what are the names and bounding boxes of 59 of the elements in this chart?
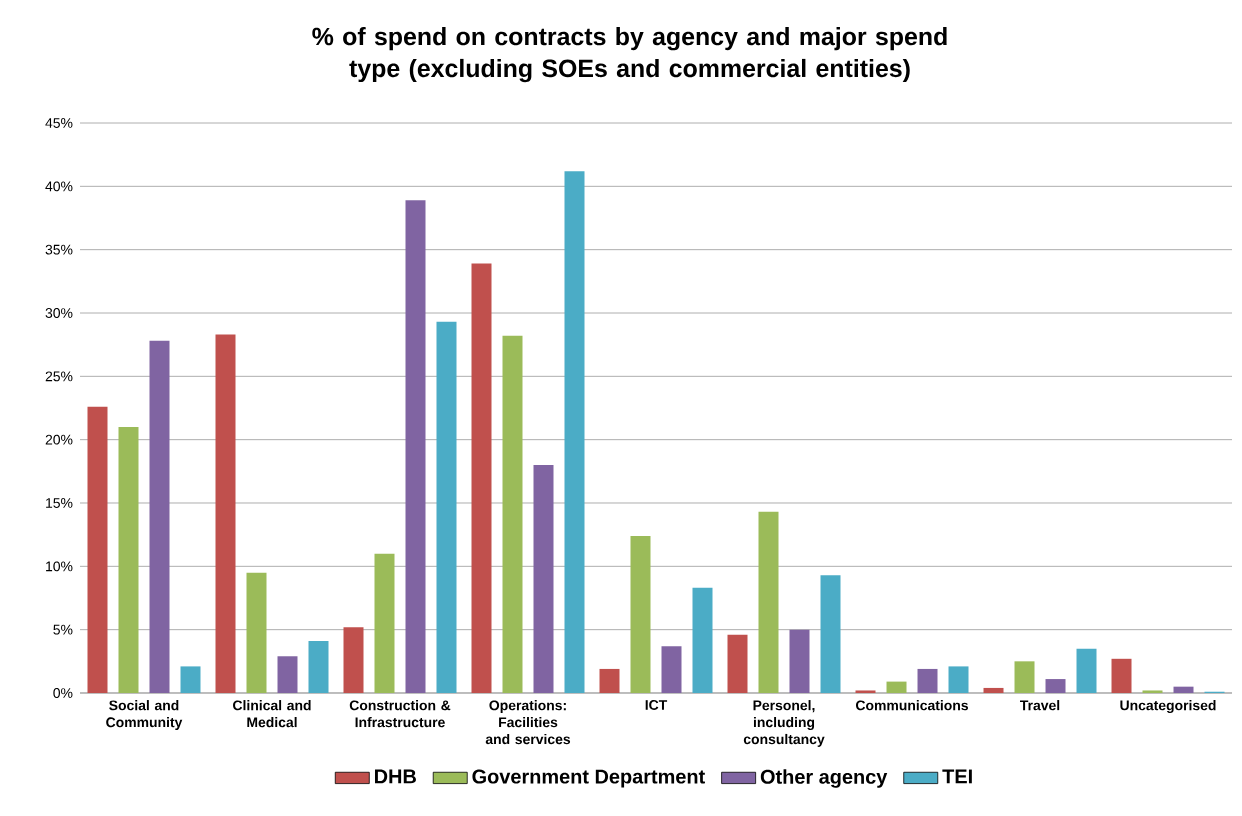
y-tick-label: 45% [45,118,73,128]
bar [886,681,907,693]
x-tick-label: Communications [856,700,969,711]
bar [149,340,170,693]
x-tick-label: Uncategorised [1120,700,1216,714]
bar [87,406,108,693]
y-tick-label: 20% [45,434,73,445]
bar [405,200,426,693]
bar [308,641,329,693]
bar [215,334,236,693]
bar [246,572,267,693]
bar [630,535,651,693]
y-tick-label: 30% [45,308,73,318]
bar [502,335,523,693]
bar [855,690,876,693]
bar [661,646,682,693]
bar [471,263,492,693]
bar [599,668,620,693]
bar [436,321,457,693]
bar [343,627,364,693]
y-tick-label: 35% [45,244,73,255]
bar [1111,658,1132,693]
legend-label: Government Department [472,769,705,788]
bar [789,629,810,693]
x-tick-label: Social and Community [106,700,183,730]
bar [983,687,1004,693]
bar [758,511,779,693]
bar [1076,648,1097,693]
legend-label: DHB [375,769,416,784]
bar [180,666,201,693]
bar [727,634,748,693]
bar [917,668,938,693]
bar [820,575,841,693]
legend-label: Other agency [760,769,888,788]
y-tick-label: 15% [46,498,73,508]
x-tick-label: Personel, including consultancy [743,700,825,747]
x-tick-label: ICT [645,700,668,710]
x-tick-label: Clinical and Medical [233,700,311,728]
y-tick-label: 5% [53,624,73,635]
x-tick-label: Construction & Infrastructure [349,700,451,728]
bar [533,465,554,693]
bar [277,656,298,693]
y-tick-label: 40% [45,181,73,192]
bar [1142,690,1163,693]
bar [948,666,969,693]
bar [1045,679,1066,693]
bar [692,587,713,693]
bar [1014,661,1035,693]
chart-title: % of spend on contracts by agency and major spend type (excluding SOEs and commercial entities) [312,27,947,83]
x-tick-label: Operations: Facilities and services [485,700,571,745]
x-tick-label: Travel [1020,700,1060,711]
y-tick-label: 25% [45,371,73,382]
y-tick-label: 0% [53,688,73,698]
y-tick-label: 10% [46,561,73,572]
bar [118,427,139,693]
bar [564,171,585,693]
bar [1173,686,1194,693]
bar [374,553,395,693]
legend-label: TEI [942,769,972,784]
